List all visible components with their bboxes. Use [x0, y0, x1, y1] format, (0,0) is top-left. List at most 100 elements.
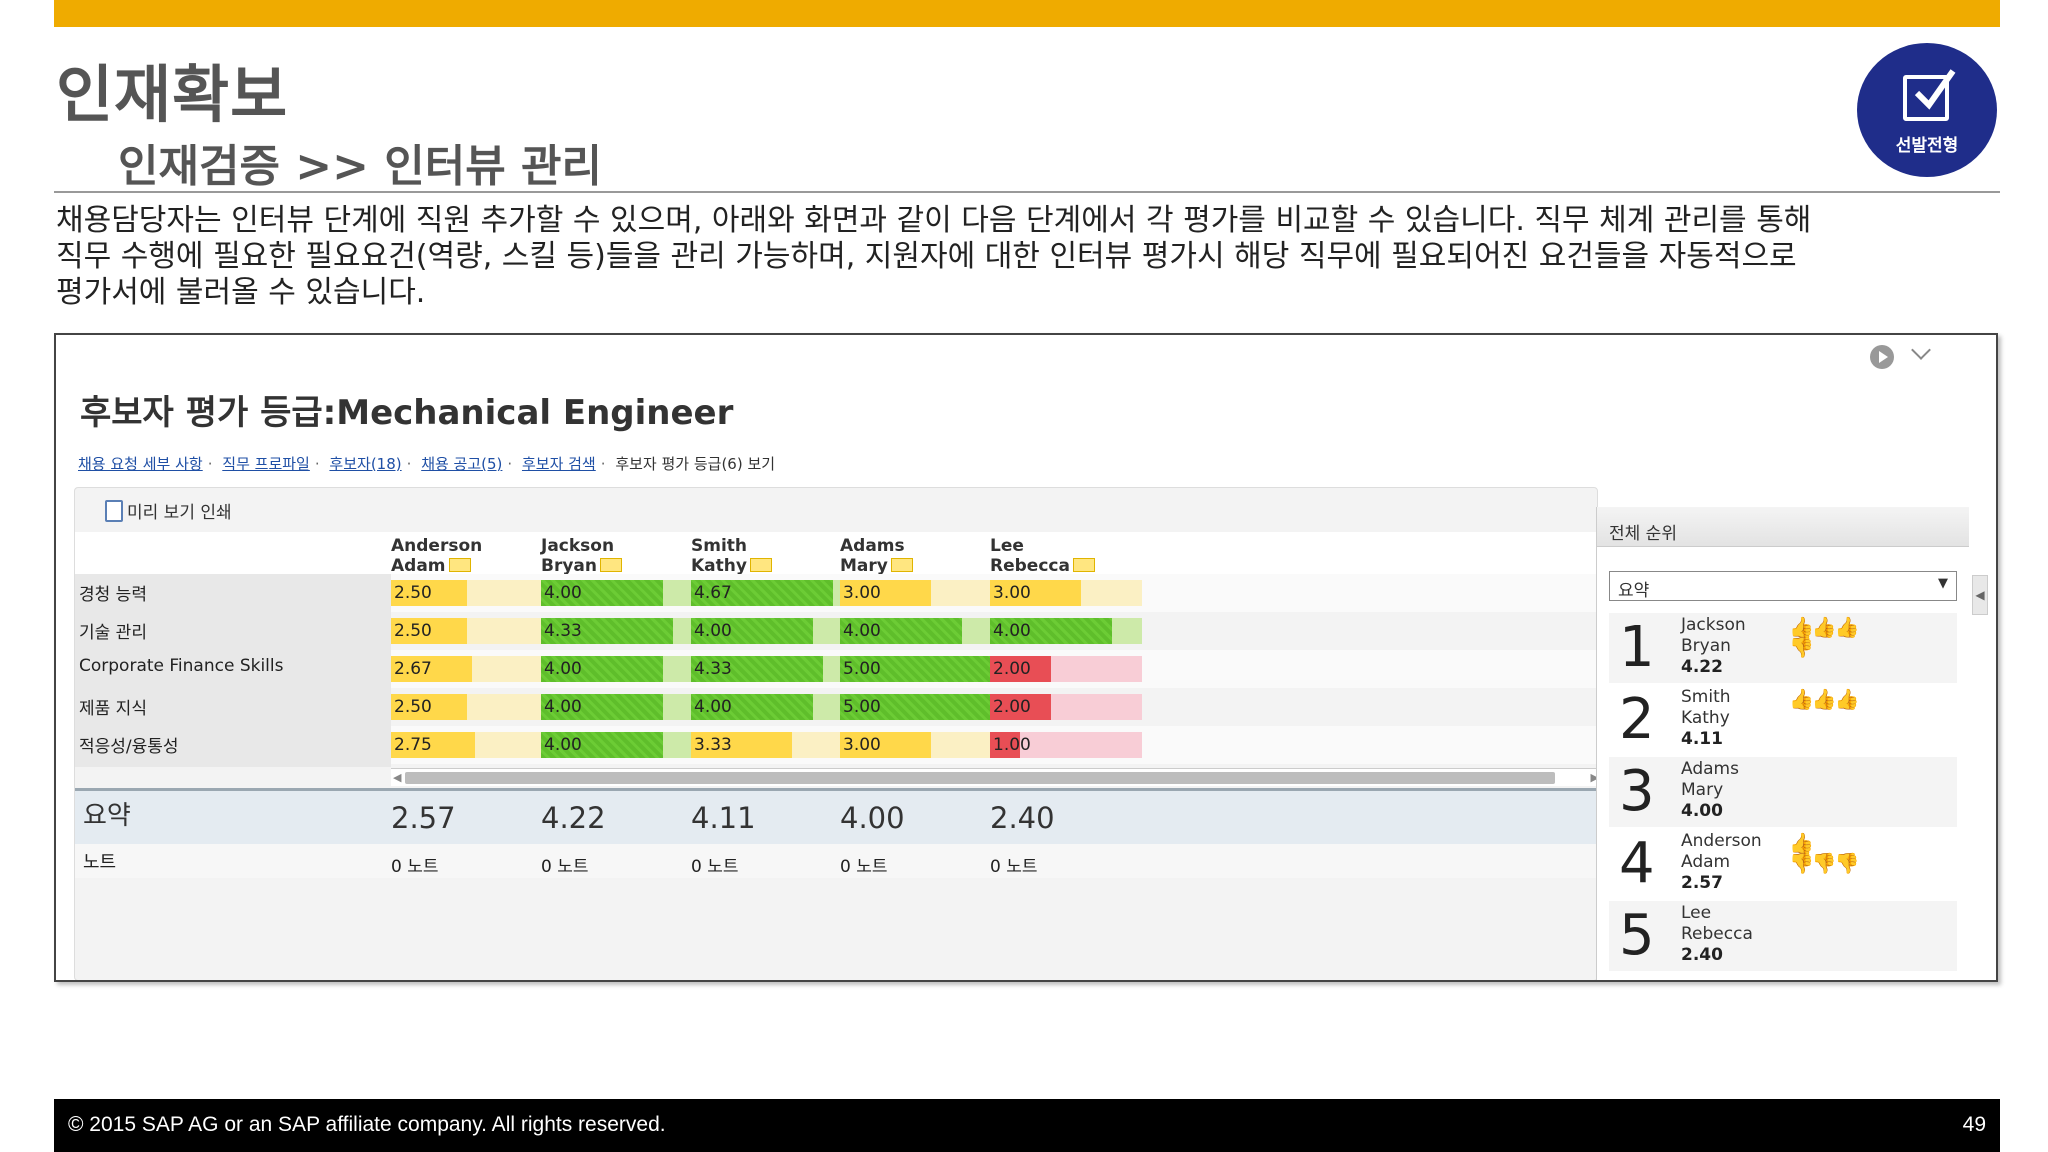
rank-score: 2.40: [1681, 945, 1723, 965]
rank-number: 5: [1619, 903, 1655, 968]
score-value: 2.00: [993, 697, 1031, 717]
score-bar[interactable]: 4.33: [541, 618, 693, 644]
score-bar-fill: [990, 732, 1020, 758]
candidate-header[interactable]: Jackson Bryan: [541, 536, 622, 576]
profile-card-icon[interactable]: [749, 558, 772, 572]
candidate-header[interactable]: Anderson Adam: [391, 536, 482, 576]
score-bar[interactable]: 2.75: [391, 732, 543, 758]
notes-link[interactable]: 0 노트: [990, 857, 1038, 877]
rank-score: 2.57: [1681, 873, 1723, 893]
score-bar[interactable]: 4.00: [541, 656, 693, 682]
score-bar[interactable]: 2.50: [391, 694, 543, 720]
profile-card-icon[interactable]: [890, 558, 913, 572]
score-value: 4.00: [993, 621, 1031, 641]
score-bar[interactable]: 3.33: [691, 732, 843, 758]
dropdown-arrow-icon[interactable]: ▼: [1938, 576, 1948, 591]
scrollbar-thumb[interactable]: [405, 772, 1555, 784]
page-title: 인재확보: [56, 58, 289, 131]
score-bar[interactable]: 5.00: [840, 656, 992, 682]
score-bar[interactable]: 2.50: [391, 580, 543, 606]
ranking-item[interactable]: 3 Adams Mary 4.00: [1609, 757, 1957, 827]
criteria-label: 고객 초점: [75, 764, 391, 767]
criteria-row: 경청 능력 2.50 4.00 4.67 3.00 3.00: [75, 574, 1597, 612]
score-bar[interactable]: 2.50: [391, 618, 543, 644]
chevron-down-icon[interactable]: [1911, 340, 1931, 360]
score-value: 2.75: [394, 735, 432, 755]
score-value: 3.00: [843, 735, 881, 755]
rank-first-name: Smith: [1681, 687, 1731, 707]
thumbs-down-icon: 👎: [1789, 635, 1814, 659]
breadcrumb-link[interactable]: 채용 요청 세부 사항: [78, 455, 203, 473]
score-bar[interactable]: 2.00: [990, 656, 1142, 682]
score-bar-fill: [840, 732, 931, 758]
score-value: 4.00: [544, 735, 582, 755]
score-value: 4.00: [694, 697, 732, 717]
candidate-first-name: Anderson: [391, 536, 483, 556]
score-bar[interactable]: 1.00: [990, 732, 1142, 758]
profile-card-icon[interactable]: [448, 558, 471, 572]
copyright: © 2015 SAP AG or an SAP affiliate compan…: [68, 1113, 666, 1136]
score-bar[interactable]: 4.00: [541, 732, 693, 758]
thumbs-down-icon: 👎👎👎: [1789, 851, 1860, 875]
candidate-last-name: Adam: [391, 556, 482, 576]
breadcrumb-link[interactable]: 후보자 검색: [521, 455, 596, 473]
profile-card-icon[interactable]: [600, 558, 622, 572]
score-bar[interactable]: 4.00: [541, 580, 693, 606]
score-bar[interactable]: 2.00: [990, 694, 1142, 720]
top-accent-bar: [54, 0, 2000, 27]
candidate-last-name-text: Mary: [840, 556, 888, 576]
ranking-item[interactable]: 2 Smith Kathy 4.11 👍👍👍: [1609, 685, 1957, 755]
score-bar[interactable]: 4.67: [691, 580, 843, 606]
score-value: 4.00: [843, 621, 881, 641]
breadcrumb-link[interactable]: 직무 프로파일: [222, 455, 310, 473]
horizontal-scrollbar[interactable]: ◀ ▶: [391, 768, 1601, 786]
breadcrumb-link[interactable]: 후보자(18): [329, 455, 402, 473]
intro-line: 채용담당자는 인터뷰 단계에 직원 추가할 수 있으며, 아래와 화면과 같이 …: [56, 203, 1812, 238]
candidate-header[interactable]: Smith Kathy: [691, 536, 772, 576]
summary-label: 요약: [83, 801, 131, 831]
notes-link[interactable]: 0 노트: [691, 857, 739, 877]
score-bar[interactable]: 2.67: [391, 656, 543, 682]
title-divider: [54, 191, 2000, 193]
ranking-item[interactable]: 5 Lee Rebecca 2.40: [1609, 901, 1957, 971]
notes-link[interactable]: 0 노트: [840, 857, 888, 877]
ranking-header: 전체 순위: [1597, 507, 1969, 547]
scroll-right-icon[interactable]: ▶: [1590, 771, 1599, 784]
candidate-header[interactable]: Lee Rebecca: [990, 536, 1095, 576]
candidate-last-name-text: Bryan: [541, 556, 597, 576]
thumbs-up-icon: 👍: [1789, 831, 1814, 855]
breadcrumb-link[interactable]: 채용 공고(5): [421, 455, 503, 473]
score-bar[interactable]: 4.00: [541, 694, 693, 720]
score-bar[interactable]: 4.00: [691, 618, 843, 644]
intro-line: 평가서에 불러올 수 있습니다.: [56, 275, 426, 310]
print-preview-button[interactable]: 미리 보기 인쇄: [105, 498, 232, 523]
ranking-dropdown[interactable]: 요약 ▼: [1609, 571, 1957, 601]
score-bar[interactable]: 4.00: [840, 618, 992, 644]
score-bar[interactable]: 3.00: [840, 732, 992, 758]
notes-link[interactable]: 0 노트: [391, 857, 439, 877]
breadcrumb-separator: ·: [314, 455, 320, 473]
ranking-item[interactable]: 4 Anderson Adam 2.57 👍 👎👎👎: [1609, 829, 1957, 899]
play-icon[interactable]: [1870, 345, 1894, 369]
collapse-panel-icon[interactable]: ◀: [1972, 575, 1988, 615]
score-bar[interactable]: 4.00: [691, 694, 843, 720]
print-preview-label: 미리 보기 인쇄: [127, 503, 232, 523]
criteria-label: 기술 관리: [75, 612, 391, 650]
criteria-row: Corporate Finance Skills 2.67 4.00 4.33 5.00…: [75, 650, 1597, 688]
ranking-item[interactable]: 1 Jackson Bryan 4.22 👍👍👍 👎: [1609, 613, 1957, 683]
score-bar[interactable]: 3.00: [840, 580, 992, 606]
score-bar[interactable]: 3.00: [990, 580, 1142, 606]
score-value: 2.50: [394, 621, 432, 641]
score-value: 3.00: [993, 583, 1031, 603]
candidate-header[interactable]: Adams Mary: [840, 536, 913, 576]
scroll-left-icon[interactable]: ◀: [393, 771, 402, 784]
score-bar[interactable]: 4.33: [691, 656, 843, 682]
score-bar[interactable]: 5.00: [840, 694, 992, 720]
profile-card-icon[interactable]: [1072, 558, 1095, 572]
score-value: 5.00: [843, 697, 881, 717]
score-bar-fill: [990, 618, 1112, 644]
rank-number: 4: [1619, 831, 1655, 896]
notes-link[interactable]: 0 노트: [541, 857, 589, 877]
score-value: 4.00: [544, 583, 582, 603]
score-bar[interactable]: 4.00: [990, 618, 1142, 644]
